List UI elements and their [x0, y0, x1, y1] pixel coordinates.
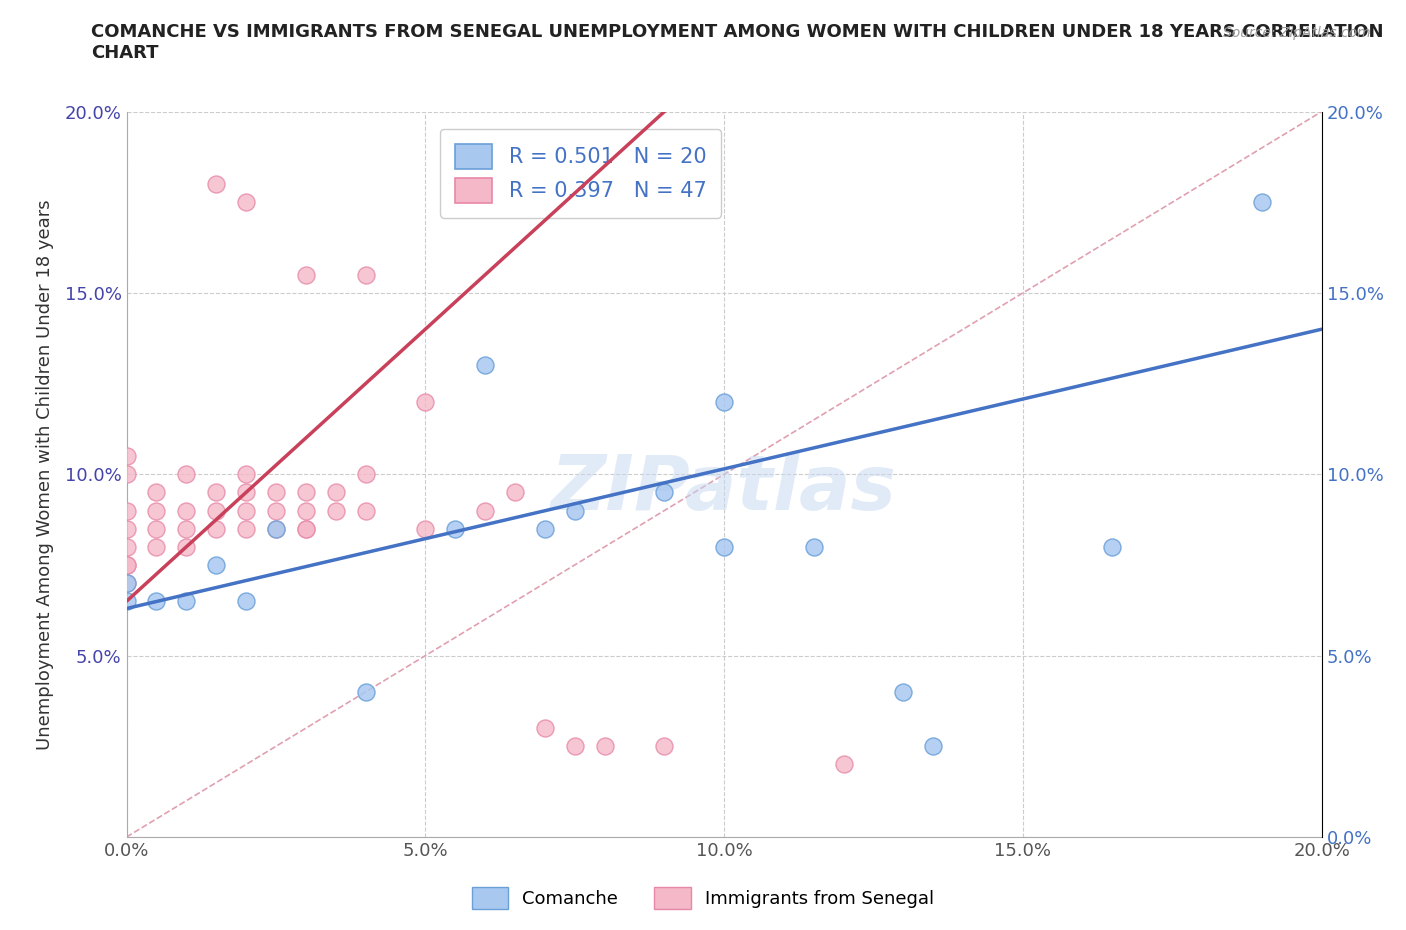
Point: [115, 576, 138, 591]
Point: [294, 268, 316, 283]
Point: [174, 521, 197, 536]
Point: [294, 503, 316, 518]
Point: [145, 539, 167, 554]
Point: [503, 485, 526, 500]
Y-axis label: Unemployment Among Women with Children Under 18 years: Unemployment Among Women with Children U…: [35, 199, 53, 750]
Point: [264, 485, 287, 500]
Point: [174, 539, 197, 554]
Point: [922, 738, 945, 753]
Point: [803, 539, 825, 554]
Point: [174, 467, 197, 482]
Point: [235, 467, 257, 482]
Point: [354, 684, 377, 699]
Point: [474, 358, 496, 373]
Point: [832, 757, 855, 772]
Point: [264, 521, 287, 536]
Point: [1251, 195, 1274, 210]
Point: [145, 503, 167, 518]
Point: [235, 521, 257, 536]
Point: [115, 521, 138, 536]
Point: [115, 558, 138, 573]
Point: [534, 721, 557, 736]
Point: [294, 485, 316, 500]
Point: [115, 594, 138, 609]
Point: [325, 503, 347, 518]
Point: [205, 503, 228, 518]
Point: [354, 467, 377, 482]
Point: [174, 594, 197, 609]
Point: [713, 539, 735, 554]
Point: [415, 521, 437, 536]
Point: [145, 485, 167, 500]
Point: [145, 521, 167, 536]
Point: [264, 503, 287, 518]
Point: [893, 684, 915, 699]
Point: [115, 503, 138, 518]
Point: [264, 521, 287, 536]
Point: [444, 521, 467, 536]
Point: [145, 594, 167, 609]
Point: [713, 394, 735, 409]
Point: [205, 177, 228, 192]
Point: [354, 268, 377, 283]
Point: [235, 485, 257, 500]
Point: [235, 594, 257, 609]
Text: Source: ZipAtlas.com: Source: ZipAtlas.com: [1223, 26, 1371, 40]
Legend: Comanche, Immigrants from Senegal: Comanche, Immigrants from Senegal: [464, 880, 942, 916]
Point: [325, 485, 347, 500]
Point: [205, 521, 228, 536]
Point: [205, 485, 228, 500]
Point: [174, 503, 197, 518]
Point: [564, 738, 586, 753]
Point: [652, 738, 675, 753]
Point: [205, 558, 228, 573]
Text: ZIPatlas: ZIPatlas: [551, 452, 897, 525]
Point: [115, 449, 138, 464]
Point: [235, 503, 257, 518]
Text: COMANCHE VS IMMIGRANTS FROM SENEGAL UNEMPLOYMENT AMONG WOMEN WITH CHILDREN UNDER: COMANCHE VS IMMIGRANTS FROM SENEGAL UNEM…: [91, 23, 1384, 62]
Point: [294, 521, 316, 536]
Point: [1101, 539, 1123, 554]
Legend: R = 0.501   N = 20, R = 0.397   N = 47: R = 0.501 N = 20, R = 0.397 N = 47: [440, 129, 721, 218]
Point: [115, 467, 138, 482]
Point: [415, 394, 437, 409]
Point: [235, 195, 257, 210]
Point: [115, 539, 138, 554]
Point: [115, 576, 138, 591]
Point: [593, 738, 616, 753]
Point: [564, 503, 586, 518]
Point: [652, 485, 675, 500]
Point: [534, 521, 557, 536]
Point: [474, 503, 496, 518]
Point: [294, 521, 316, 536]
Point: [115, 558, 138, 573]
Point: [354, 503, 377, 518]
